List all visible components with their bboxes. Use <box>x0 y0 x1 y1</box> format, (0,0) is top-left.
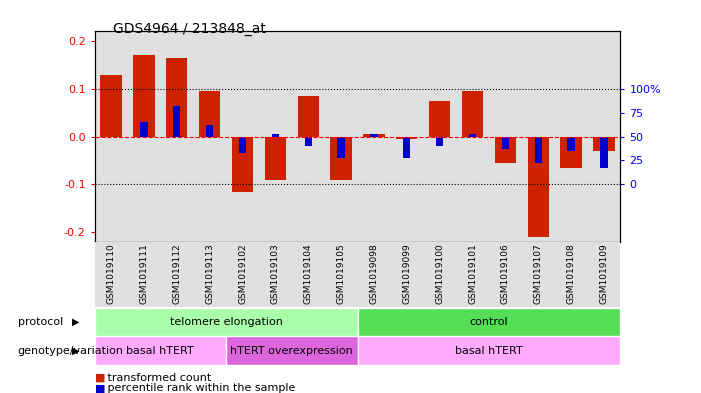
Bar <box>358 242 390 307</box>
Bar <box>166 58 187 136</box>
Bar <box>95 31 128 242</box>
Bar <box>259 31 292 242</box>
Text: ■: ■ <box>95 383 105 393</box>
Bar <box>358 336 620 365</box>
Bar <box>161 31 193 242</box>
Bar <box>272 134 279 136</box>
Bar <box>535 136 542 163</box>
Bar <box>462 91 483 136</box>
Bar <box>226 31 259 242</box>
Bar <box>587 31 620 242</box>
Bar <box>390 31 423 242</box>
Bar <box>358 308 620 336</box>
Text: GSM1019104: GSM1019104 <box>304 243 313 304</box>
Text: GSM1019112: GSM1019112 <box>172 243 182 304</box>
Bar <box>325 242 358 307</box>
Bar <box>133 55 155 136</box>
Bar <box>593 136 615 151</box>
Bar <box>193 242 226 307</box>
Bar <box>370 134 378 136</box>
Text: GSM1019103: GSM1019103 <box>271 243 280 304</box>
Text: telomere elongation: telomere elongation <box>170 317 283 327</box>
Bar <box>495 136 516 163</box>
Bar <box>128 242 161 307</box>
Bar <box>226 336 358 365</box>
Text: ▶: ▶ <box>72 317 80 327</box>
Text: basal hTERT: basal hTERT <box>126 345 194 356</box>
Text: control: control <box>470 317 508 327</box>
Bar <box>330 136 352 180</box>
Bar <box>528 136 549 237</box>
Text: GSM1019100: GSM1019100 <box>435 243 444 304</box>
Text: transformed count: transformed count <box>104 373 211 383</box>
Bar <box>265 136 286 180</box>
Text: GSM1019102: GSM1019102 <box>238 243 247 304</box>
Bar <box>396 136 418 139</box>
Bar <box>554 31 587 242</box>
Bar <box>363 134 385 136</box>
Text: GSM1019105: GSM1019105 <box>336 243 346 304</box>
Bar <box>600 136 608 168</box>
Bar <box>489 242 522 307</box>
Text: hTERT overexpression: hTERT overexpression <box>231 345 353 356</box>
Bar <box>568 136 575 151</box>
Text: percentile rank within the sample: percentile rank within the sample <box>104 383 295 393</box>
Bar <box>173 105 180 136</box>
Bar <box>199 91 220 136</box>
Bar <box>423 242 456 307</box>
Bar <box>554 242 587 307</box>
Bar <box>292 31 325 242</box>
Bar <box>325 31 358 242</box>
Bar <box>193 31 226 242</box>
Bar <box>429 101 450 136</box>
Text: GSM1019111: GSM1019111 <box>139 243 149 304</box>
Bar <box>403 136 410 158</box>
Bar <box>560 136 582 168</box>
Text: GSM1019113: GSM1019113 <box>205 243 214 304</box>
Bar <box>337 136 345 158</box>
Bar <box>239 136 246 153</box>
Text: GSM1019099: GSM1019099 <box>402 243 411 304</box>
Bar <box>259 242 292 307</box>
Text: ■: ■ <box>95 373 105 383</box>
Text: GSM1019110: GSM1019110 <box>107 243 116 304</box>
Bar <box>232 136 253 191</box>
Bar <box>128 31 161 242</box>
Bar <box>456 31 489 242</box>
Bar <box>226 242 259 307</box>
Bar <box>469 134 476 136</box>
Bar <box>140 122 147 136</box>
Bar <box>95 242 128 307</box>
Bar <box>502 136 509 149</box>
Text: GSM1019108: GSM1019108 <box>566 243 576 304</box>
Bar <box>95 308 358 336</box>
Text: GSM1019109: GSM1019109 <box>599 243 608 304</box>
Text: protocol: protocol <box>18 317 63 327</box>
Bar <box>292 242 325 307</box>
Bar <box>297 96 319 136</box>
Text: genotype/variation: genotype/variation <box>18 345 123 356</box>
Bar <box>206 125 213 136</box>
Bar <box>489 31 522 242</box>
Text: GSM1019107: GSM1019107 <box>533 243 543 304</box>
Text: ▶: ▶ <box>72 345 80 356</box>
Bar <box>100 75 122 136</box>
Bar <box>522 242 554 307</box>
Text: GSM1019106: GSM1019106 <box>501 243 510 304</box>
Text: GSM1019101: GSM1019101 <box>468 243 477 304</box>
Text: GSM1019098: GSM1019098 <box>369 243 379 304</box>
Bar <box>423 31 456 242</box>
Bar <box>358 31 390 242</box>
Bar <box>95 336 226 365</box>
Bar <box>587 242 620 307</box>
Text: GDS4964 / 213848_at: GDS4964 / 213848_at <box>113 22 266 36</box>
Bar <box>161 242 193 307</box>
Bar <box>456 242 489 307</box>
Bar <box>305 136 312 146</box>
Bar <box>436 136 443 146</box>
Bar <box>390 242 423 307</box>
Bar <box>522 31 554 242</box>
Text: basal hTERT: basal hTERT <box>455 345 523 356</box>
